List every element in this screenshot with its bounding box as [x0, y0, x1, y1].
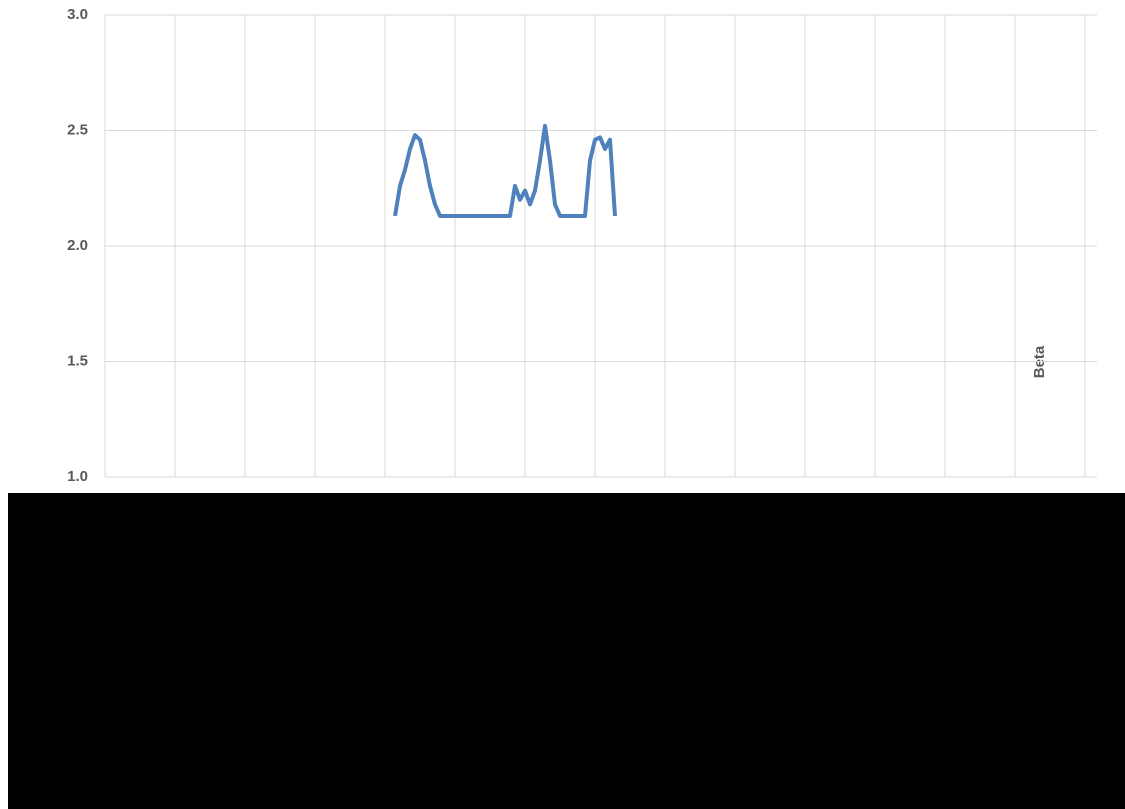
y-tick-label: 1.0	[67, 468, 88, 485]
y-tick-label: 3.0	[67, 6, 88, 23]
line-series	[393, 123, 617, 218]
obscured-area	[8, 493, 1125, 809]
y-tick-label: 2.0	[67, 237, 88, 254]
y-tick-label: 2.5	[67, 121, 88, 138]
y-tick-label: 1.5	[67, 352, 88, 369]
